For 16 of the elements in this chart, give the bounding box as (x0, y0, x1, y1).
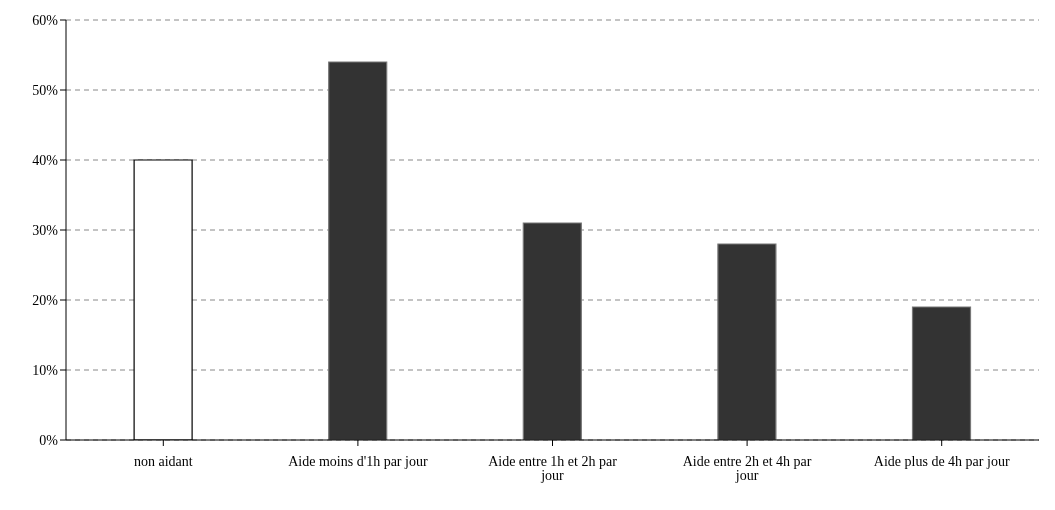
bar (717, 243, 777, 440)
bar (328, 61, 388, 440)
y-tick-label: 10% (32, 362, 59, 378)
x-tick-label: Aide entre 2h et 4h par jour (682, 453, 812, 483)
y-tick-label: 20% (32, 292, 59, 308)
bar (522, 222, 582, 440)
y-tick-label: 60% (32, 12, 59, 28)
y-tick-label: 30% (32, 222, 59, 238)
x-tick-label: non aidant (133, 453, 193, 469)
y-tick-label: 40% (32, 152, 59, 168)
x-tick-label: Aide entre 1h et 2h par jour (488, 453, 618, 483)
y-tick-label: 0% (39, 432, 59, 448)
y-tick-label: 50% (32, 82, 59, 98)
x-tick-label: Aide moins d'1h par jour (288, 453, 428, 469)
x-tick-label: Aide plus de 4h par jour (873, 453, 1010, 469)
bar (911, 306, 972, 440)
